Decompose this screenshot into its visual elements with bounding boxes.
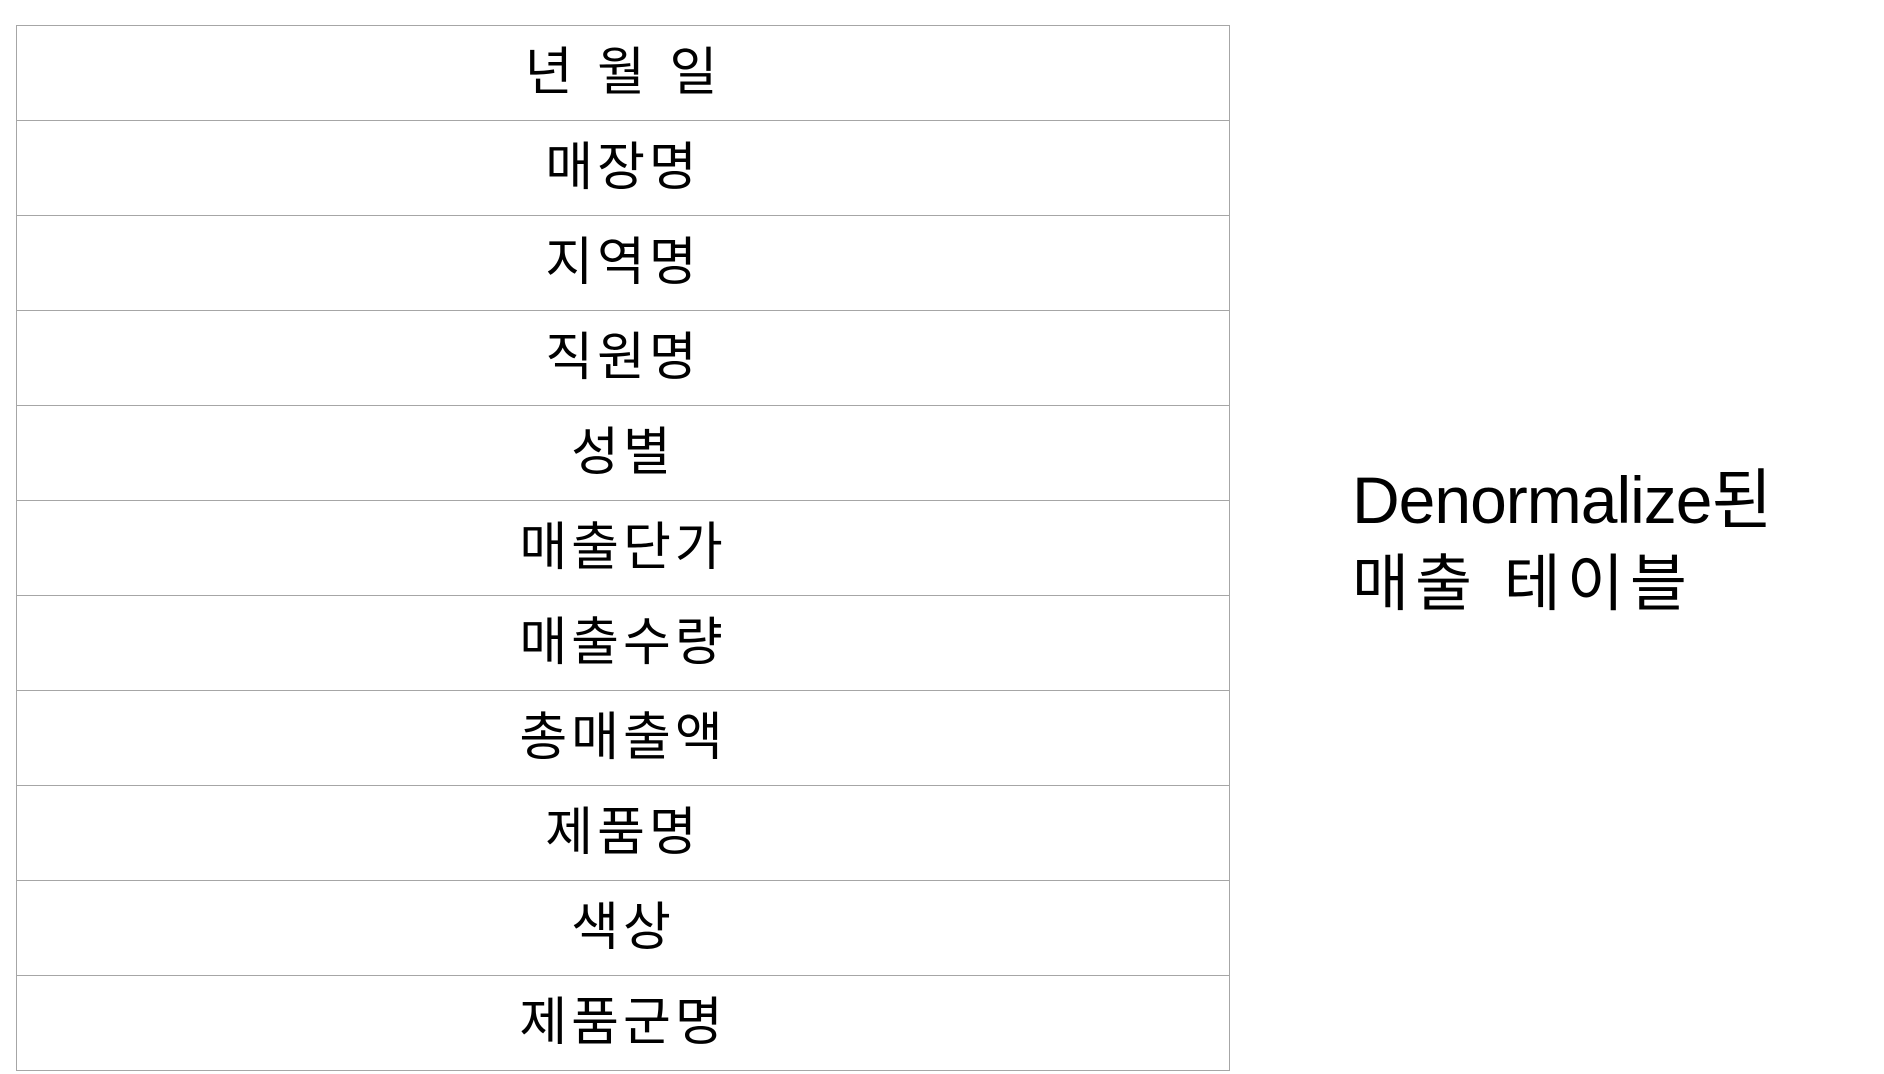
table-row: 년 월 일: [16, 25, 1230, 121]
table-row: 색상: [16, 880, 1230, 976]
table-cell-date: 년 월 일: [16, 25, 1230, 121]
table-cell-product-name: 제품명: [16, 785, 1230, 881]
table-body: 년 월 일 매장명 지역명 직원명 성별 매출단가 매출수량 총매출액 제품명 …: [16, 25, 1230, 1071]
table-row: 제품군명: [16, 975, 1230, 1071]
table-cell-employee-name: 직원명: [16, 310, 1230, 406]
caption-line-2: 매출 테이블: [1352, 547, 1693, 620]
table-row: 직원명: [16, 310, 1230, 406]
table-cell-product-group-name: 제품군명: [16, 975, 1230, 1071]
table-row: 총매출액: [16, 690, 1230, 786]
table-row: 매장명: [16, 120, 1230, 216]
table-cell-gender: 성별: [16, 405, 1230, 501]
table-cell-quantity: 매출수량: [16, 595, 1230, 691]
table-cell-total-sales: 총매출액: [16, 690, 1230, 786]
table-row: 매출수량: [16, 595, 1230, 691]
caption-line-1: Denormalize된: [1352, 463, 1772, 537]
table-cell-color: 색상: [16, 880, 1230, 976]
table-caption: Denormalize된 매출 테이블: [1352, 458, 1872, 626]
table-row: 매출단가: [16, 500, 1230, 596]
table-row: 성별: [16, 405, 1230, 501]
denormalized-sales-table: 년 월 일 매장명 지역명 직원명 성별 매출단가 매출수량 총매출액 제품명 …: [16, 25, 1230, 1071]
table-row: 지역명: [16, 215, 1230, 311]
table-cell-unit-price: 매출단가: [16, 500, 1230, 596]
table-cell-store-name: 매장명: [16, 120, 1230, 216]
table-row: 제품명: [16, 785, 1230, 881]
table-cell-region-name: 지역명: [16, 215, 1230, 311]
